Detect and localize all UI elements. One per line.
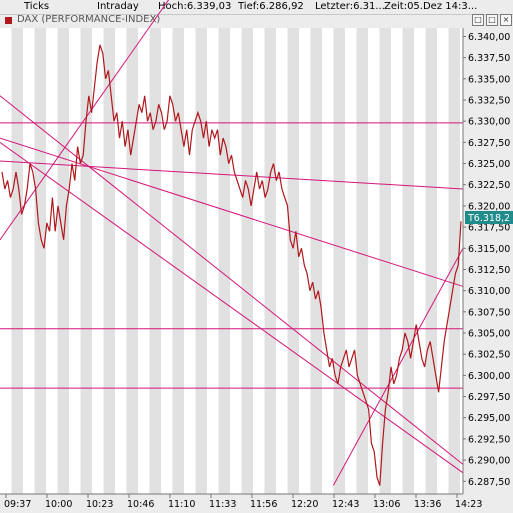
time-stripe bbox=[356, 28, 368, 494]
x-tick-label: 10:46 bbox=[127, 499, 154, 510]
x-tick-label: 12:43 bbox=[332, 499, 359, 510]
y-tick-label: 6.332,50 bbox=[468, 96, 510, 107]
x-tick-label: 13:06 bbox=[373, 499, 400, 510]
last-price-tag-text: T6.318,2 bbox=[467, 213, 510, 224]
trend-line bbox=[0, 0, 170, 241]
time-stripe bbox=[218, 28, 230, 494]
last-price-tag-bg bbox=[465, 211, 513, 224]
time-stripe bbox=[195, 28, 207, 494]
y-tick-label: 6.335,00 bbox=[468, 74, 510, 85]
y-tick-label: 6.290,00 bbox=[468, 456, 510, 467]
x-tick-label: 14:23 bbox=[455, 499, 482, 510]
series-color-swatch bbox=[5, 17, 12, 24]
x-tick-label: 10:00 bbox=[45, 499, 72, 510]
x-tick-label: 13:36 bbox=[414, 499, 441, 510]
x-tick-label: 10:23 bbox=[86, 499, 113, 510]
y-tick-label: 6.310,00 bbox=[468, 286, 510, 297]
y-tick-label: 6.297,50 bbox=[468, 392, 510, 403]
maximize-icon[interactable]: □ bbox=[486, 14, 498, 26]
time-stripe bbox=[172, 28, 184, 494]
close-icon[interactable]: × bbox=[500, 14, 512, 26]
time-stripe bbox=[11, 28, 23, 494]
y-tick-label: 6.295,00 bbox=[468, 413, 510, 424]
last-value: Letzter:6.31... bbox=[315, 1, 385, 12]
time-stripe bbox=[126, 28, 138, 494]
low-value: Tief:6.286,92 bbox=[238, 1, 304, 12]
x-axis-ticks: 09:37 10:00 10:23 10:46 11:10 11:33 11:56 12:20… bbox=[4, 494, 482, 510]
y-tick-label: 6.300,00 bbox=[468, 371, 510, 382]
y-tick-label: 6.330,00 bbox=[468, 117, 510, 128]
restore-icon[interactable]: □ bbox=[472, 14, 484, 26]
trend-line bbox=[0, 141, 464, 474]
time-stripe bbox=[264, 28, 276, 494]
time-stripe bbox=[425, 28, 437, 494]
y-tick-label: 6.340,00 bbox=[468, 32, 510, 43]
y-tick-label: 6.322,50 bbox=[468, 180, 510, 191]
time-stripe bbox=[241, 28, 253, 494]
x-tick-label: 11:56 bbox=[250, 499, 277, 510]
time-stripe bbox=[287, 28, 299, 494]
chart-legend: DAX (PERFORMANCE-INDEX) bbox=[0, 14, 513, 28]
time-stripe bbox=[448, 28, 460, 494]
y-tick-label: 6.305,00 bbox=[468, 329, 510, 340]
y-tick-label: 6.315,00 bbox=[468, 244, 510, 255]
trend-line bbox=[0, 160, 464, 190]
time-value: Zeit:05.Dez 14:3... bbox=[384, 1, 478, 12]
price-line bbox=[1, 44, 462, 486]
y-tick-label: 6.320,00 bbox=[468, 201, 510, 212]
high-value: Hoch:6.339,03 bbox=[158, 1, 232, 12]
horizontal-lines bbox=[0, 122, 463, 389]
legend-title: DAX (PERFORMANCE-INDEX) bbox=[17, 14, 161, 25]
intraday-tab[interactable]: Intraday bbox=[97, 1, 139, 12]
last-price-tag: T6.318,2 bbox=[465, 211, 513, 224]
y-axis-ticks: 6.340,00 6.337,50 6.335,00 6.332,50 6.330,00… bbox=[463, 32, 510, 488]
y-tick-label: 6.292,50 bbox=[468, 434, 510, 445]
plot-background bbox=[0, 28, 463, 494]
x-tick-label: 11:10 bbox=[168, 499, 195, 510]
y-tick-label: 6.317,50 bbox=[468, 223, 510, 234]
trend-line bbox=[0, 137, 464, 287]
time-stripe bbox=[57, 28, 69, 494]
time-stripe bbox=[103, 28, 115, 494]
time-stripe bbox=[149, 28, 161, 494]
time-stripe bbox=[310, 28, 322, 494]
toolbar: Ticks Intraday Hoch:6.339,03 Tief:6.286,… bbox=[0, 0, 513, 15]
y-tick-label: 6.337,50 bbox=[468, 53, 510, 64]
y-tick-label: 6.287,50 bbox=[468, 477, 510, 488]
time-stripe bbox=[402, 28, 414, 494]
y-tick-label: 6.325,00 bbox=[468, 159, 510, 170]
time-stripe bbox=[80, 28, 92, 494]
y-tick-label: 6.302,50 bbox=[468, 350, 510, 361]
time-stripe bbox=[34, 28, 46, 494]
x-tick-label: 11:33 bbox=[209, 499, 236, 510]
y-tick-label: 6.312,50 bbox=[468, 265, 510, 276]
ticks-tab[interactable]: Ticks bbox=[24, 1, 50, 12]
x-tick-label: 09:37 bbox=[4, 499, 31, 510]
window-controls: □ □ × bbox=[472, 14, 512, 26]
y-tick-label: 6.327,50 bbox=[468, 138, 510, 149]
y-tick-label: 6.307,50 bbox=[468, 307, 510, 318]
x-tick-label: 12:20 bbox=[291, 499, 318, 510]
time-stripe bbox=[333, 28, 345, 494]
